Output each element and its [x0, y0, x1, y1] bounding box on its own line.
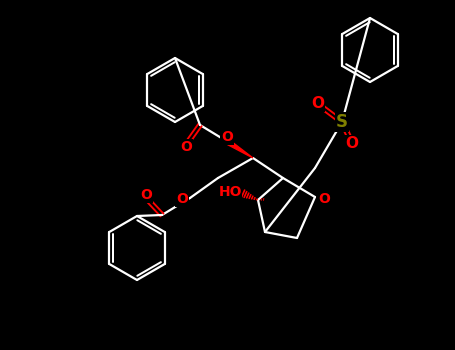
Text: O: O: [312, 97, 324, 112]
Text: HO: HO: [218, 185, 242, 199]
Polygon shape: [227, 140, 253, 158]
Text: O: O: [176, 192, 188, 206]
Text: ,,: ,,: [259, 192, 265, 202]
Text: O: O: [345, 135, 359, 150]
Text: O: O: [318, 192, 330, 206]
Text: O: O: [221, 130, 233, 144]
Text: O: O: [180, 140, 192, 154]
Text: O: O: [140, 188, 152, 202]
Text: S: S: [336, 113, 348, 131]
